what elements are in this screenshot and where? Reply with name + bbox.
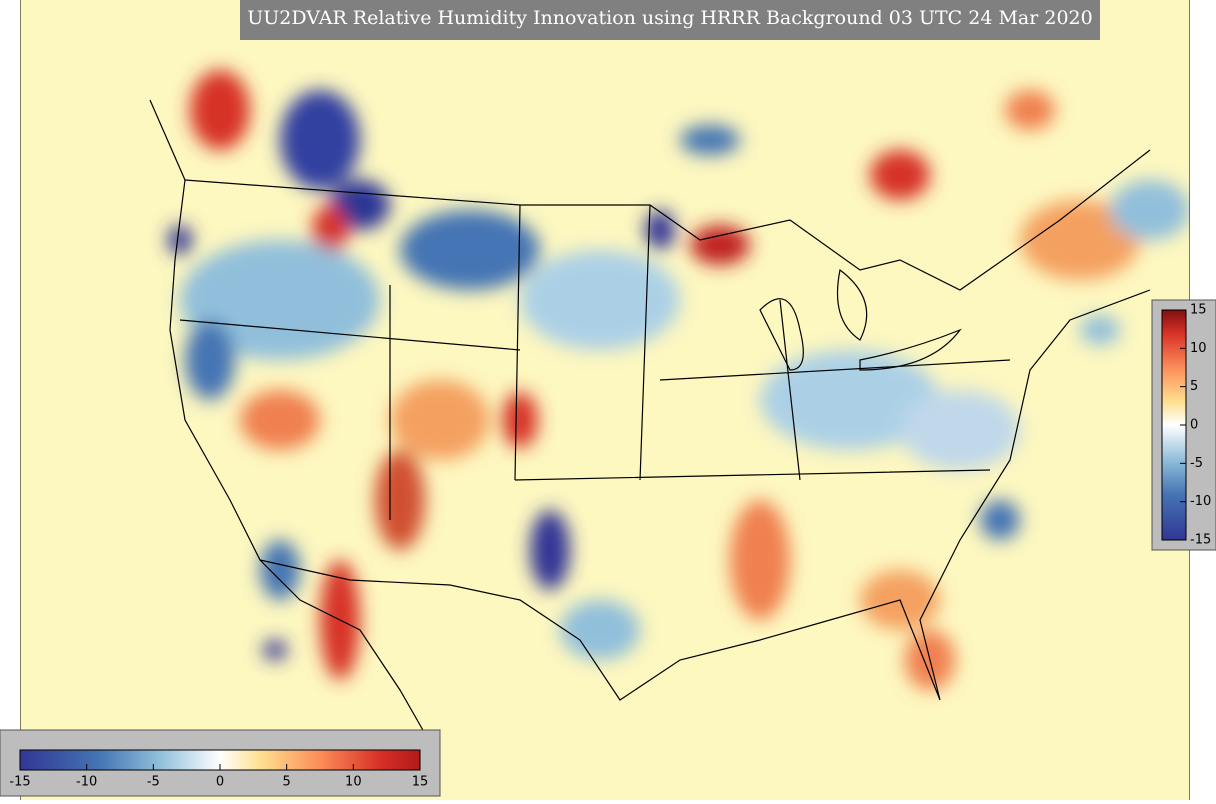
map bbox=[20, 0, 1190, 800]
tick-label: -15 bbox=[1190, 533, 1211, 548]
tick-label: 0 bbox=[216, 775, 224, 790]
innovation-field bbox=[168, 70, 1190, 690]
tick-label: -5 bbox=[147, 775, 160, 790]
tick-label: 0 bbox=[1190, 418, 1198, 433]
coastlines-borders bbox=[149, 99, 1151, 761]
tick-label: 15 bbox=[1190, 303, 1207, 318]
tick-label: 5 bbox=[283, 775, 291, 790]
tick-label: -10 bbox=[76, 775, 97, 790]
title: UU2DVAR Relative Humidity Innovation usi… bbox=[247, 7, 1092, 29]
tick-label: 10 bbox=[1190, 341, 1207, 356]
tick-label: 10 bbox=[345, 775, 362, 790]
tick-label: 5 bbox=[1190, 379, 1198, 394]
title-box bbox=[240, 0, 1100, 40]
tick-label: -10 bbox=[1190, 494, 1211, 509]
tick-label: -15 bbox=[9, 775, 30, 790]
colorbar-right: 15 10 5 0 -5 -10 -15 bbox=[1151, 299, 1216, 551]
tick-label: -5 bbox=[1190, 456, 1203, 471]
tick-label: 15 bbox=[412, 775, 429, 790]
colorbar-bottom: -15 -10 -5 0 5 10 15 bbox=[0, 729, 441, 797]
